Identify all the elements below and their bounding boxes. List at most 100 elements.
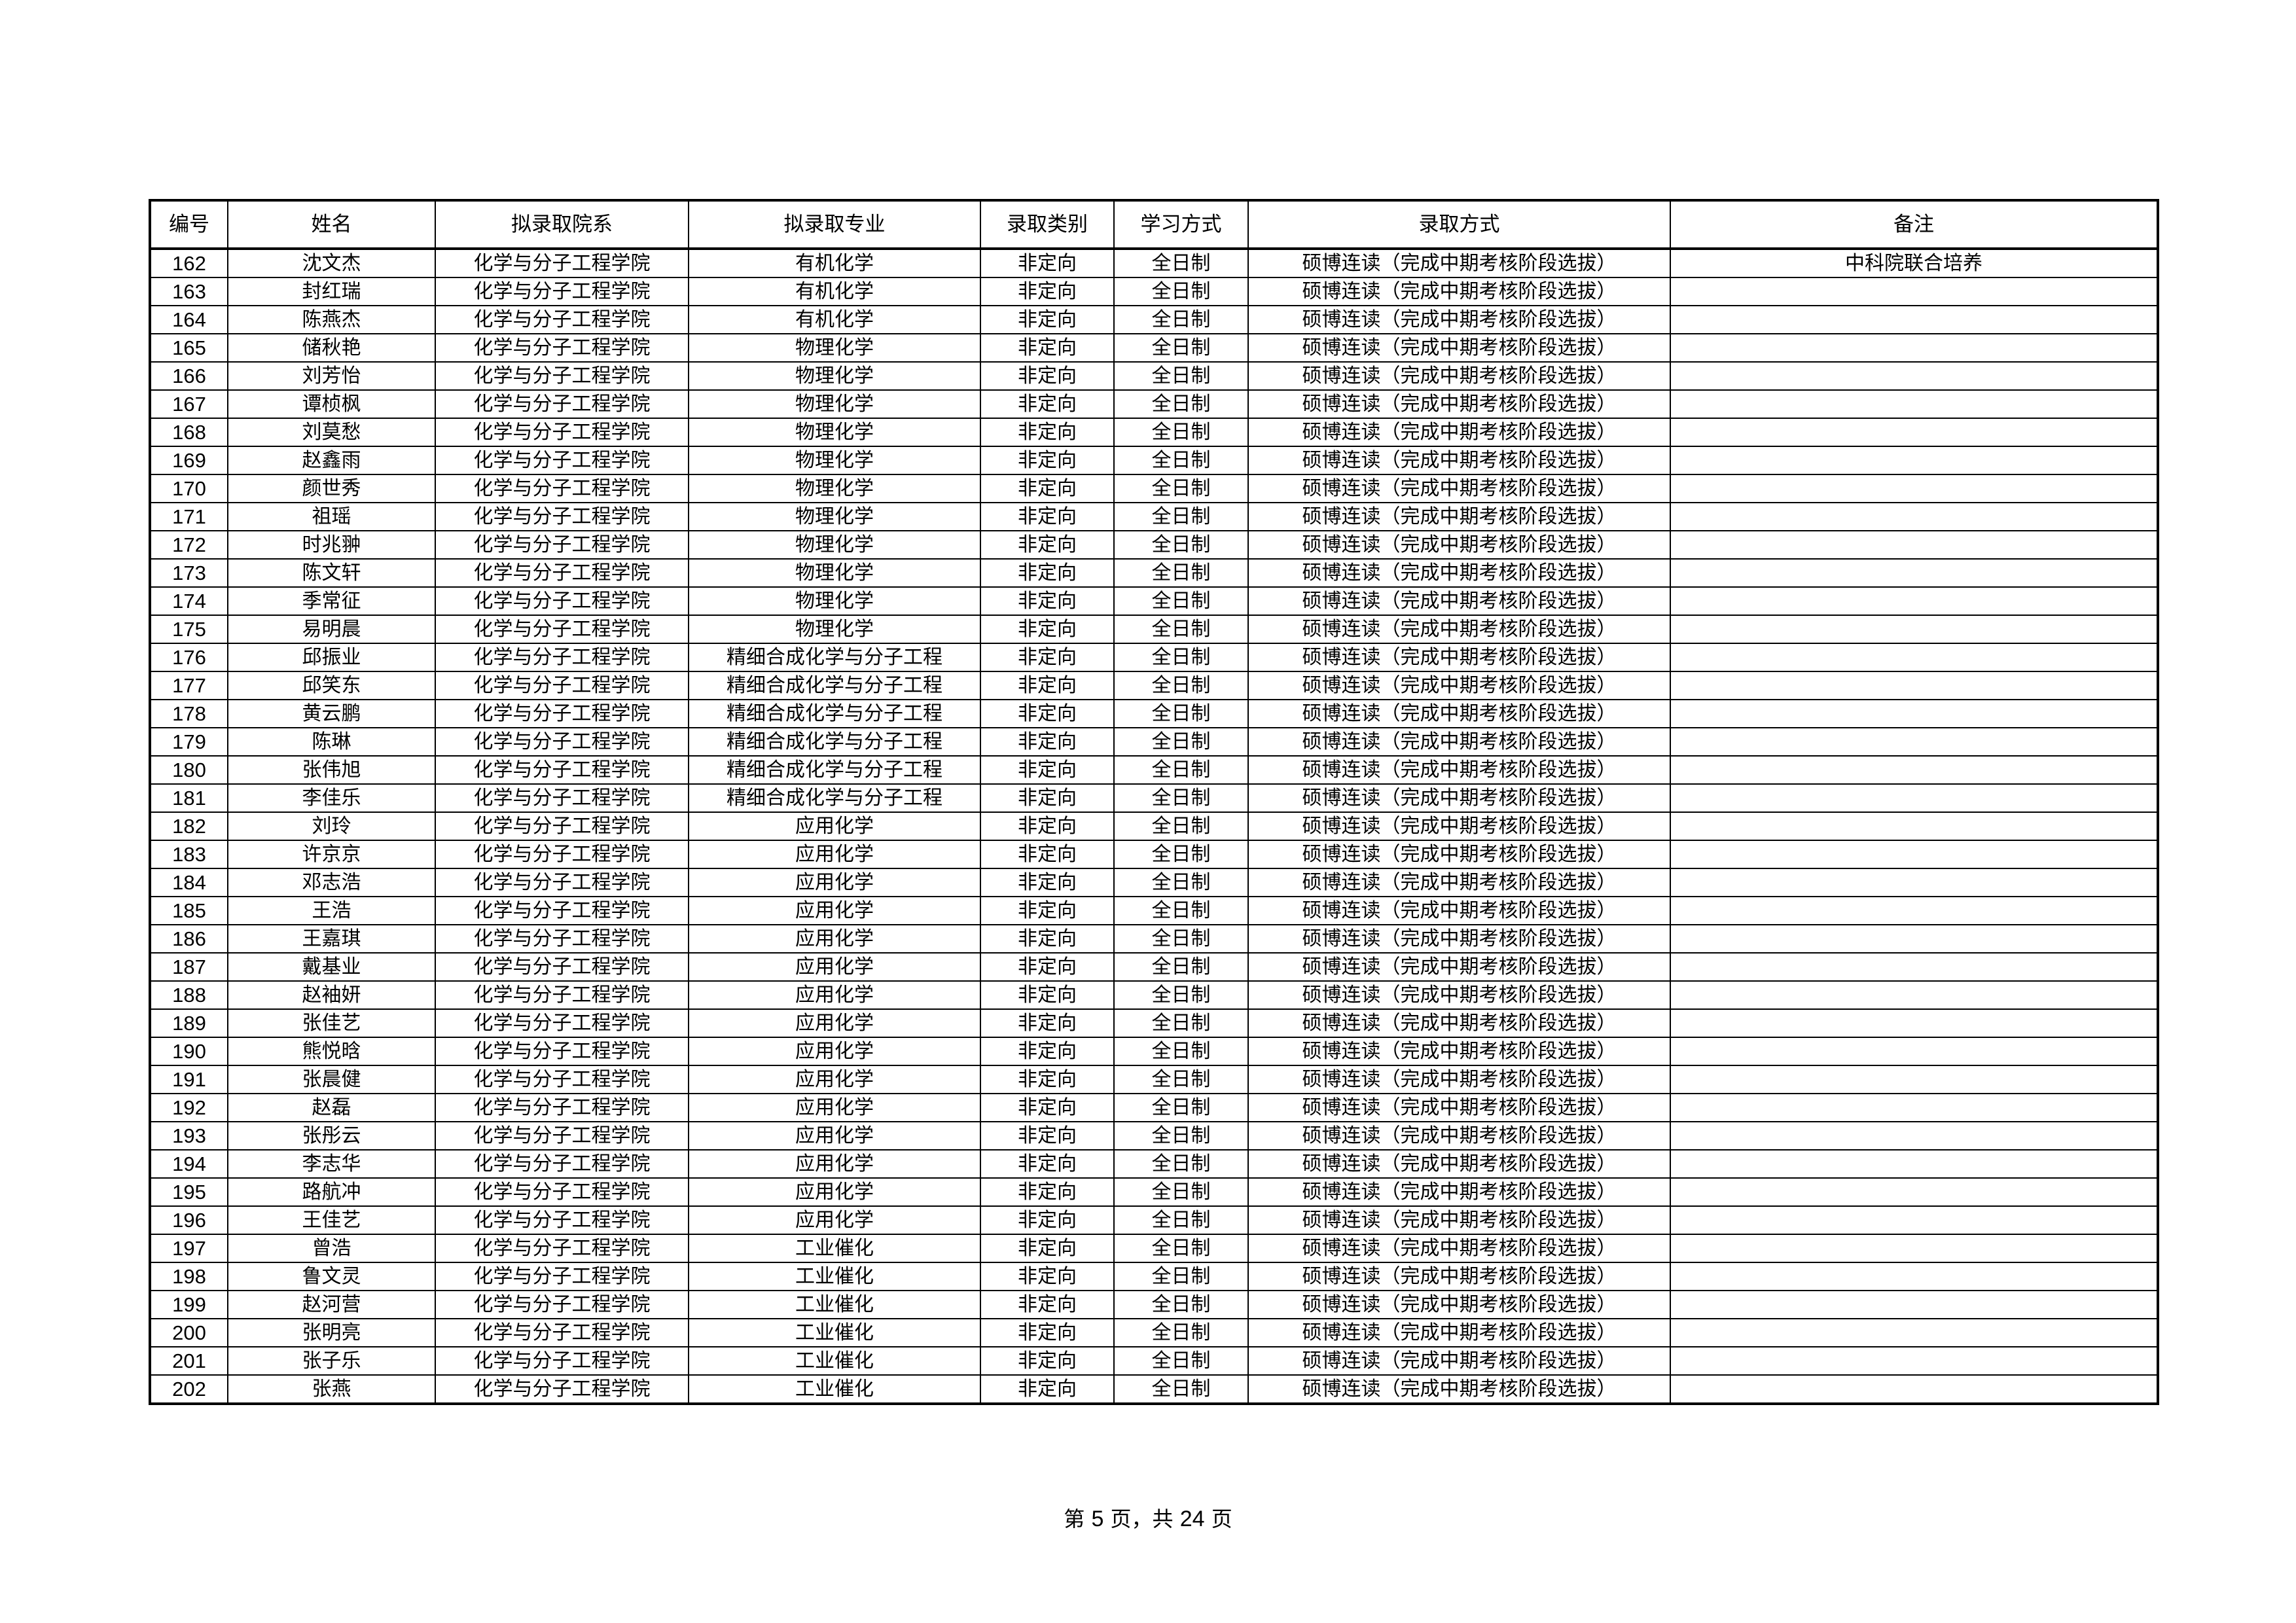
- cell-major: 有机化学: [688, 277, 981, 306]
- column-header-department: 拟录取院系: [435, 200, 689, 250]
- cell-admission-method: 硕博连读（完成中期考核阶段选拔）: [1247, 474, 1671, 503]
- cell-department: 化学与分子工程学院: [435, 248, 689, 278]
- table-row: 163 封红瑞 化学与分子工程学院 有机化学 非定向 全日制 硕博连读（完成中期考核阶段选拔…: [149, 277, 2159, 306]
- cell-id: 168: [149, 418, 228, 447]
- table-row: 170 颜世秀 化学与分子工程学院 物理化学 非定向 全日制 硕博连读（完成中期考核阶段选拔…: [149, 474, 2159, 503]
- table-row: 191 张晨健 化学与分子工程学院 应用化学 非定向 全日制 硕博连读（完成中期考核阶段选拔…: [149, 1065, 2159, 1094]
- cell-category: 非定向: [980, 1121, 1115, 1150]
- cell-admission-method: 硕博连读（完成中期考核阶段选拔）: [1247, 1234, 1671, 1263]
- cell-remark: [1670, 558, 2159, 588]
- cell-name: 邓志浩: [227, 868, 436, 897]
- cell-admission-method: 硕博连读（完成中期考核阶段选拔）: [1247, 389, 1671, 419]
- cell-study-mode: 全日制: [1113, 699, 1249, 728]
- cell-major: 精细合成化学与分子工程: [688, 671, 981, 700]
- table-row: 165 储秋艳 化学与分子工程学院 物理化学 非定向 全日制 硕博连读（完成中期考核阶段选拔…: [149, 333, 2159, 363]
- table-row: 178 黄云鹏 化学与分子工程学院 精细合成化学与分子工程 非定向 全日制 硕博连读（完成中…: [149, 699, 2159, 728]
- cell-major: 应用化学: [688, 1037, 981, 1066]
- cell-category: 非定向: [980, 671, 1115, 700]
- cell-admission-method: 硕博连读（完成中期考核阶段选拔）: [1247, 840, 1671, 869]
- cell-name: 沈文杰: [227, 248, 436, 278]
- cell-id: 185: [149, 896, 228, 925]
- cell-name: 储秋艳: [227, 333, 436, 363]
- cell-name: 李志华: [227, 1149, 436, 1179]
- cell-name: 曾浩: [227, 1234, 436, 1263]
- cell-admission-method: 硕博连读（完成中期考核阶段选拔）: [1247, 530, 1671, 560]
- cell-admission-method: 硕博连读（完成中期考核阶段选拔）: [1247, 1205, 1671, 1235]
- cell-category: 非定向: [980, 783, 1115, 813]
- cell-remark: [1670, 840, 2159, 869]
- cell-major: 应用化学: [688, 1177, 981, 1207]
- table-row: 172 时兆翀 化学与分子工程学院 物理化学 非定向 全日制 硕博连读（完成中期考核阶段选拔…: [149, 530, 2159, 560]
- cell-id: 169: [149, 446, 228, 475]
- cell-remark: [1670, 1374, 2159, 1404]
- table-row: 199 赵河营 化学与分子工程学院 工业催化 非定向 全日制 硕博连读（完成中期考核阶段选拔…: [149, 1290, 2159, 1319]
- cell-remark: [1670, 755, 2159, 785]
- cell-admission-method: 硕博连读（完成中期考核阶段选拔）: [1247, 727, 1671, 757]
- cell-study-mode: 全日制: [1113, 896, 1249, 925]
- cell-category: 非定向: [980, 1346, 1115, 1376]
- cell-category: 非定向: [980, 1205, 1115, 1235]
- cell-major: 物理化学: [688, 558, 981, 588]
- cell-department: 化学与分子工程学院: [435, 1205, 689, 1235]
- column-header-major: 拟录取专业: [688, 200, 981, 250]
- cell-category: 非定向: [980, 896, 1115, 925]
- cell-category: 非定向: [980, 248, 1115, 278]
- cell-study-mode: 全日制: [1113, 586, 1249, 616]
- cell-name: 张明亮: [227, 1318, 436, 1347]
- cell-remark: [1670, 1346, 2159, 1376]
- cell-department: 化学与分子工程学院: [435, 924, 689, 954]
- cell-department: 化学与分子工程学院: [435, 643, 689, 672]
- cell-major: 物理化学: [688, 615, 981, 644]
- cell-remark: [1670, 1177, 2159, 1207]
- cell-study-mode: 全日制: [1113, 474, 1249, 503]
- cell-admission-method: 硕博连读（完成中期考核阶段选拔）: [1247, 1318, 1671, 1347]
- cell-admission-method: 硕博连读（完成中期考核阶段选拔）: [1247, 924, 1671, 954]
- cell-category: 非定向: [980, 333, 1115, 363]
- cell-department: 化学与分子工程学院: [435, 1121, 689, 1150]
- cell-study-mode: 全日制: [1113, 389, 1249, 419]
- table-row: 189 张佳艺 化学与分子工程学院 应用化学 非定向 全日制 硕博连读（完成中期考核阶段选拔…: [149, 1008, 2159, 1038]
- cell-id: 187: [149, 952, 228, 982]
- table-row: 188 赵袖妍 化学与分子工程学院 应用化学 非定向 全日制 硕博连读（完成中期考核阶段选拔…: [149, 980, 2159, 1010]
- cell-admission-method: 硕博连读（完成中期考核阶段选拔）: [1247, 277, 1671, 306]
- cell-category: 非定向: [980, 361, 1115, 391]
- table-row: 176 邱振业 化学与分子工程学院 精细合成化学与分子工程 非定向 全日制 硕博连读（完成中…: [149, 643, 2159, 672]
- cell-category: 非定向: [980, 586, 1115, 616]
- cell-department: 化学与分子工程学院: [435, 1234, 689, 1263]
- cell-remark: [1670, 1262, 2159, 1291]
- table-row: 196 王佳艺 化学与分子工程学院 应用化学 非定向 全日制 硕博连读（完成中期考核阶段选拔…: [149, 1205, 2159, 1235]
- cell-department: 化学与分子工程学院: [435, 1093, 689, 1122]
- cell-study-mode: 全日制: [1113, 952, 1249, 982]
- cell-study-mode: 全日制: [1113, 812, 1249, 841]
- cell-major: 物理化学: [688, 586, 981, 616]
- table-row: 195 路航冲 化学与分子工程学院 应用化学 非定向 全日制 硕博连读（完成中期考核阶段选拔…: [149, 1177, 2159, 1207]
- cell-remark: [1670, 305, 2159, 334]
- table-row: 180 张伟旭 化学与分子工程学院 精细合成化学与分子工程 非定向 全日制 硕博连读（完成中…: [149, 755, 2159, 785]
- table-row: 187 戴基业 化学与分子工程学院 应用化学 非定向 全日制 硕博连读（完成中期考核阶段选拔…: [149, 952, 2159, 982]
- cell-major: 应用化学: [688, 980, 981, 1010]
- cell-name: 张佳艺: [227, 1008, 436, 1038]
- cell-remark: [1670, 530, 2159, 560]
- table-row: 162 沈文杰 化学与分子工程学院 有机化学 非定向 全日制 硕博连读（完成中期考核阶段选拔…: [149, 248, 2159, 278]
- cell-admission-method: 硕博连读（完成中期考核阶段选拔）: [1247, 305, 1671, 334]
- cell-name: 陈琳: [227, 727, 436, 757]
- cell-category: 非定向: [980, 812, 1115, 841]
- cell-major: 应用化学: [688, 896, 981, 925]
- cell-name: 陈燕杰: [227, 305, 436, 334]
- cell-department: 化学与分子工程学院: [435, 1346, 689, 1376]
- cell-study-mode: 全日制: [1113, 1037, 1249, 1066]
- cell-name: 邱笑东: [227, 671, 436, 700]
- cell-id: 184: [149, 868, 228, 897]
- cell-study-mode: 全日制: [1113, 1205, 1249, 1235]
- cell-major: 工业催化: [688, 1346, 981, 1376]
- cell-study-mode: 全日制: [1113, 1374, 1249, 1404]
- cell-major: 物理化学: [688, 502, 981, 531]
- cell-study-mode: 全日制: [1113, 671, 1249, 700]
- page-footer: 第 5 页，共 24 页: [0, 1503, 2296, 1533]
- cell-remark: [1670, 1093, 2159, 1122]
- column-header-name: 姓名: [227, 200, 436, 250]
- cell-name: 赵袖妍: [227, 980, 436, 1010]
- cell-study-mode: 全日制: [1113, 1318, 1249, 1347]
- cell-department: 化学与分子工程学院: [435, 671, 689, 700]
- cell-name: 戴基业: [227, 952, 436, 982]
